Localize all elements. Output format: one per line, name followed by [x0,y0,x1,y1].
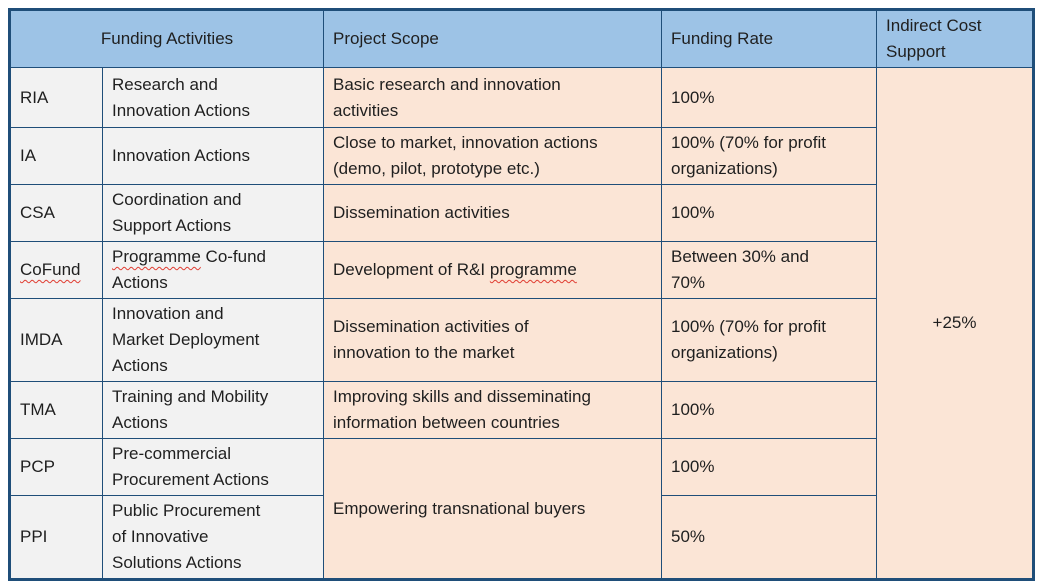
scope-cell: Close to market, innovation actions (demo… [323,127,663,185]
indirect-cost-cell: +25% [876,67,1035,580]
header-funding-rate: Funding Rate [661,9,878,68]
name-cell: Innovation Actions [101,127,325,185]
rate-cell: 50% [661,495,878,580]
scope-cell: Dissemination activities of innovation to… [323,298,663,382]
rate-cell: 100% (70% for profit organizations) [661,298,878,382]
rate-cell: 100% (70% for profit organizations) [661,127,878,185]
rate-cell: 100% [661,67,878,128]
abbr-cell: IA [9,127,103,185]
table-row-pcp: PCP Pre-commercial Procurement Actions Em… [9,438,1034,580]
name-cell: Research and Innovation Actions [101,67,325,128]
abbr-cell: PPI [9,495,103,580]
abbr-cell: TMA [9,381,103,439]
rate-cell: 100% [661,438,878,496]
table-row-cofund: CoFund Programme Co-fund Actions Develop… [9,241,1034,299]
name-cell: Innovation and Market Deployment Actions [101,298,325,382]
abbr-cell: CoFund [9,241,103,299]
header-row: Funding Activities Project Scope Funding… [8,9,1035,68]
misspelled-word: CoFund [20,260,81,279]
scope-cell-merged: Empowering transnational buyers [323,438,663,580]
table-row-imda: IMDA Innovation and Market Deployment Acti… [9,298,1034,382]
abbr-cell: PCP [9,438,103,496]
misspelled-word: Programme [112,247,201,266]
name-cell: Pre-commercial Procurement Actions [101,438,325,496]
scope-cell: Basic research and innovation activities [323,67,663,128]
abbr-cell: RIA [9,67,103,128]
table-row-ia: IA Innovation Actions Close to market, i… [9,127,1034,185]
table-row-ria: RIA Research and Innovation Actions Basic… [9,67,1035,580]
name-cell: Training and Mobility Actions [101,381,325,439]
scope-cell: Development of R&I programme [323,241,663,299]
name-cell: Coordination and Support Actions [101,184,325,242]
name-text: Actions [112,273,168,292]
scope-cell: Dissemination activities [323,184,663,242]
name-cell: Programme Co-fund Actions [101,241,325,299]
scope-cell: Improving skills and disseminating inform… [323,381,663,439]
table-row-csa: CSA Coordination and Support Actions Diss… [9,184,1034,242]
scope-text: Development of R&I [333,260,490,279]
header-project-scope: Project Scope [323,9,663,68]
abbr-cell: IMDA [9,298,103,382]
abbr-cell: CSA [9,184,103,242]
name-cell: Public Procurement of Innovative Solutions… [101,495,325,580]
header-indirect-cost-support: Indirect Cost Support [876,9,1035,68]
header-funding-activities: Funding Activities [8,9,325,68]
table-row-tma: TMA Training and Mobility Actions Improvi… [9,381,1034,439]
misspelled-word: programme [489,260,577,279]
funding-table: Funding Activities Project Scope Funding… [8,8,1036,581]
rate-cell: 100% [661,184,878,242]
rate-cell: Between 30% and 70% [661,241,878,299]
name-text: Co-fund [200,247,267,266]
rate-cell: 100% [661,381,878,439]
